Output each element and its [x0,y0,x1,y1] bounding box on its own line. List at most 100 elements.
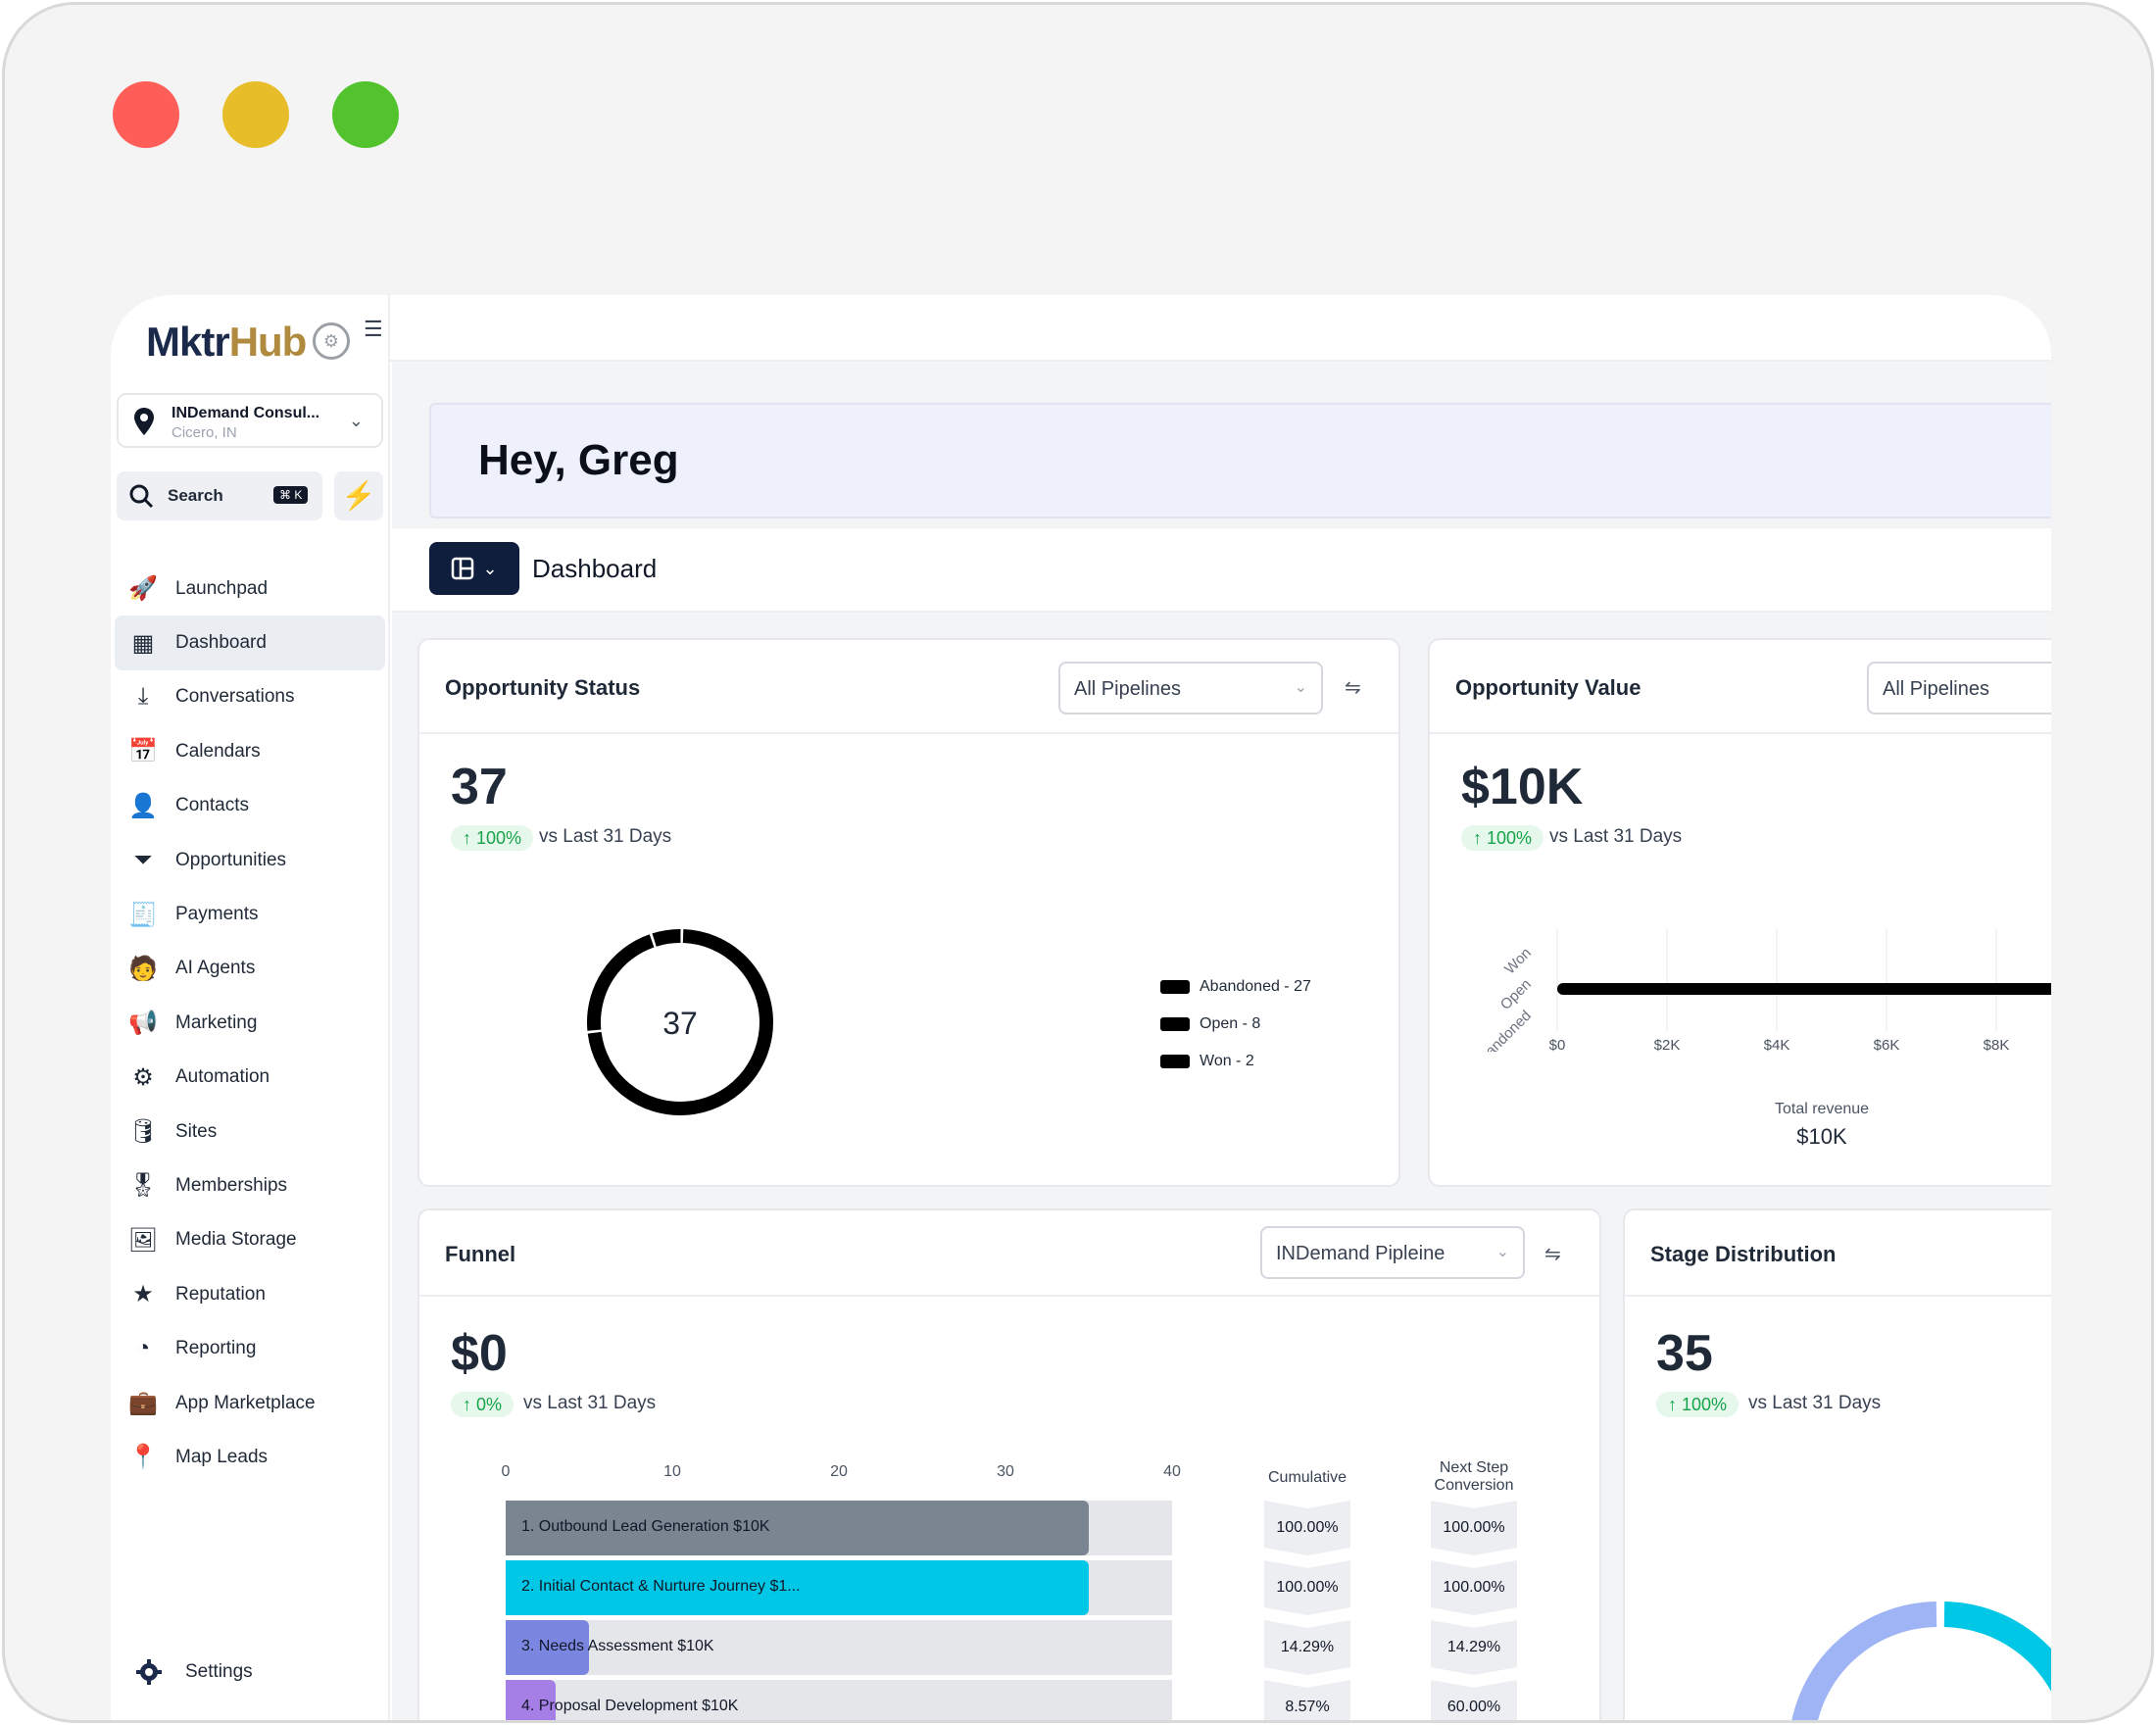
sidebar-item-media-storage[interactable]: 🖼 Media Storage [115,1213,385,1267]
sidebar-item-contacts[interactable]: 👤 Contacts [115,779,385,833]
sidebar-item-calendars[interactable]: 📅 Calendars [115,724,385,778]
funnel-bar-label: 4. Proposal Development $10K [521,1698,739,1714]
legend-label: Abandoned - 27 [1200,978,1311,995]
sidebar-item-ai-agents[interactable]: 🧑 AI Agents [115,942,385,996]
funnel-bar[interactable] [506,1501,1089,1555]
funnel-cumulative-value: 14.29% [1280,1639,1335,1655]
brand-name-b: Hub [228,319,308,365]
dashboard-icon: ▦ [131,629,155,657]
workflow-icon: ⚙ [132,1063,154,1091]
x-tick-label: 0 [501,1463,511,1480]
sidebar-item-label: Marketing [175,1011,258,1033]
sidebar-item-payments[interactable]: 🧾 Payments [115,887,385,941]
funnel-bar-track [506,1620,1172,1675]
funnel-next-cell [1431,1501,1517,1555]
opportunity-value-title: Opportunity Value [1455,675,1642,700]
sidebar-item-conversations[interactable]: ⤓ Conversations [115,670,385,724]
sidebar-item-label: Dashboard [175,632,267,654]
funnel-chart: Cumulative Next Step Conversion 0 10 20 30 4… [419,1455,1599,1720]
sidebar-item-marketing[interactable]: 📢 Marketing [115,996,385,1050]
sidebar-item-memberships[interactable]: 🎖 Memberships [115,1158,385,1212]
sidebar-item-reporting[interactable]: ◔ Reporting [115,1321,385,1375]
filter-settings-icon[interactable]: ⇋ [1544,1244,1561,1265]
card-header: Funnel INDemand Pipleine ⌄ ⇋ [419,1210,1599,1297]
x-tick-label: $2K [1654,1037,1681,1052]
settings-label: Settings [185,1661,253,1682]
sidebar-item-label: Memberships [175,1174,288,1196]
compare-label: vs Last 31 Days [1748,1393,1882,1413]
map-pin-icon: 📍 [128,1444,158,1471]
funnel-icon: ⏷ [133,846,153,873]
dashboard-switcher-button[interactable]: ⌄ [429,542,519,595]
opportunity-status-donut: 37 [587,929,773,1115]
search-icon [129,484,154,509]
funnel-next-cell [1431,1560,1517,1615]
greeting-banner: Hey, Greg [429,403,2051,518]
sidebar-item-dashboard[interactable]: ▦ Dashboard [115,616,385,670]
funnel-bar[interactable] [506,1680,556,1720]
next-step-header-line2: Conversion [1434,1477,1514,1494]
stage-distribution-donut: 35 [1791,1602,2051,1720]
layout-icon [452,557,474,580]
funnel-cumulative-cell [1264,1501,1350,1555]
funnel-bar[interactable] [506,1620,589,1675]
funnel-next-cell [1431,1620,1517,1675]
image-icon: 🖼 [127,1226,159,1254]
funnel-next-value: 100.00% [1443,1519,1505,1536]
opportunity-status-pipeline-select[interactable]: All Pipelines ⌄ [1058,662,1323,715]
funnel-next-value: 60.00% [1446,1699,1501,1715]
donut-slice [1791,1602,1937,1720]
sidebar-item-sites[interactable]: 🛢 Sites [115,1105,385,1158]
funnel-bar[interactable] [506,1560,1089,1615]
sidebar-item-label: Map Leads [175,1446,269,1467]
funnel-value: $0 [451,1325,508,1382]
location-name: INDemand Consul... [172,405,320,421]
greeting-title: Hey, Greg [478,436,679,484]
legend-label: Won - 2 [1200,1053,1254,1069]
funnel-bar-label: 1. Outbound Lead Generation $10K [521,1518,770,1535]
quick-actions-bolt-icon[interactable]: ⚡ [334,471,383,520]
window-maximize-button[interactable] [332,81,399,148]
map-pin-icon [134,408,154,435]
sidebar-item-automation[interactable]: ⚙ Automation [115,1051,385,1105]
sidebar-item-settings[interactable]: Settings [134,1657,253,1687]
location-switcher[interactable]: INDemand Consul... Cicero, IN ⌄ [117,393,383,448]
brand-logo[interactable]: MktrHub [146,319,308,366]
sidebar-item-map-leads[interactable]: 📍 Map Leads [115,1430,385,1484]
sidebar-item-launchpad[interactable]: 🚀 Launchpad [115,562,385,616]
funnel-title: Funnel [445,1242,516,1266]
window-close-button[interactable] [113,81,179,148]
funnel-pipeline-select[interactable]: INDemand Pipleine ⌄ [1260,1226,1525,1279]
pipeline-select-value: All Pipelines [1883,678,1989,700]
legend-item: Won - 2 [1160,1053,1254,1070]
calendar-icon: 📅 [128,738,158,765]
opportunity-value-card: Opportunity Value All Pipelines $10K ↑ 1… [1428,638,2051,1187]
chevron-down-icon: ⌄ [482,558,498,578]
funnel-cumulative-value: 100.00% [1276,1519,1339,1536]
filter-settings-icon[interactable]: ⇋ [1345,677,1361,699]
sidebar-item-reputation[interactable]: ★ Reputation [115,1267,385,1321]
dashboard-title: Dashboard [532,554,658,583]
x-tick-label: 20 [830,1463,848,1480]
x-tick-label: $0 [1549,1037,1566,1052]
main-content: Hey, Greg ⌄ Dashboard Opportunity Status… [392,362,2051,1720]
sidebar-item-app-marketplace[interactable]: 💼 App Marketplace [115,1376,385,1430]
briefcase-icon: 💼 [128,1390,158,1417]
search-button[interactable]: Search ⌘ K [117,471,322,520]
compare-label: vs Last 31 Days [1549,826,1683,847]
app-window: MktrHub ⚙ ☰ INDemand Consul... Cicero, I… [111,295,2051,1720]
donut-slice-won [652,929,681,947]
x-tick-label: 10 [663,1463,681,1480]
search-shortcut: ⌘ K [273,486,309,504]
collapse-sidebar-icon[interactable]: ☰ [364,317,383,341]
funnel-card: Funnel INDemand Pipleine ⌄ ⇋ $0 ↑ 0% vs … [417,1208,1601,1720]
sidebar-item-opportunities[interactable]: ⏷ Opportunities [115,833,385,887]
opportunity-value-pipeline-select[interactable]: All Pipelines [1867,662,2051,715]
window-minimize-button[interactable] [222,81,289,148]
location-city: Cicero, IN [172,424,237,441]
database-icon: 🛢 [127,1118,159,1146]
funnel-next-value: 14.29% [1446,1639,1501,1655]
funnel-bar-label: 3. Needs Assessment $10K [521,1638,714,1654]
